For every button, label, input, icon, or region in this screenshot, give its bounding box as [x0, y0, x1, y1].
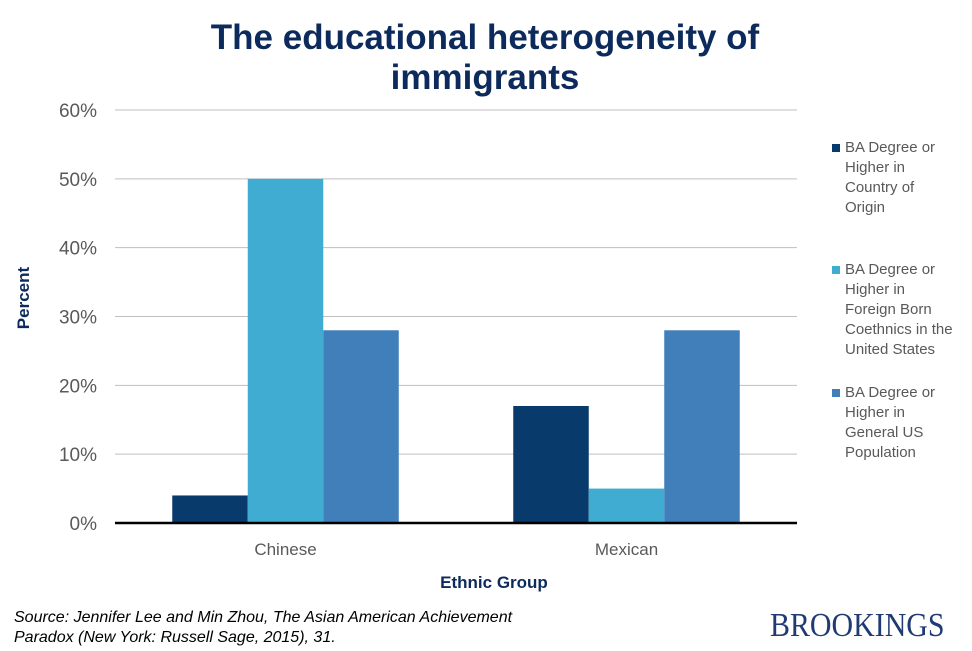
- x-tick-label: Mexican: [595, 540, 658, 559]
- y-tick-label: 40%: [59, 239, 97, 260]
- y-tick-label: 0%: [70, 514, 98, 535]
- bar-mexican-2: [588, 488, 665, 523]
- bar-chinese-2: [247, 178, 324, 524]
- legend-label-line: Higher in: [845, 281, 906, 298]
- bar-chinese-1: [172, 495, 248, 523]
- legend-label-line: BA Degree or: [845, 261, 936, 278]
- y-tick-label: 10%: [59, 445, 97, 466]
- legend-label-line: Origin: [845, 199, 886, 216]
- legend-item: BA Degree or Higher in General US Populatio…: [832, 383, 972, 463]
- y-axis-label: Percent: [14, 266, 33, 329]
- y-tick-label: 20%: [59, 376, 97, 397]
- legend-item: BA Degree or Higher in Foreign Born Coethni…: [832, 260, 972, 360]
- x-tick-label: Chinese: [254, 540, 316, 559]
- brookings-logo: BROOKINGS: [770, 607, 945, 644]
- legend-swatch: [832, 389, 840, 397]
- y-tick-label: 50%: [59, 170, 97, 191]
- legend-label-line: Country of: [845, 179, 915, 196]
- chart-title: The educational heterogeneity of immigra…: [210, 18, 760, 97]
- x-axis-label: Ethnic Group: [440, 573, 548, 592]
- bar-chinese-3: [323, 330, 399, 523]
- legend-label-line: United States: [845, 341, 936, 358]
- legend-label-line: General US: [845, 424, 924, 441]
- bar-mexican-3: [664, 330, 740, 523]
- y-tick-label: 30%: [59, 308, 97, 329]
- source-line-1: Source: Jennifer Lee and Min Zhou, The A…: [14, 609, 513, 626]
- source-line-2: Paradox (New York: Russell Sage, 2015), …: [14, 629, 336, 646]
- bar-mexican-1: [513, 405, 589, 523]
- legend-label-line: Foreign Born: [845, 301, 932, 318]
- legend-label-line: Population: [845, 444, 916, 461]
- legend-label-line: Coethnics in the: [845, 321, 953, 338]
- legend-swatch: [832, 144, 840, 152]
- legend-item: BA Degree or Higher in Country of Origin: [832, 138, 972, 218]
- legend-label-line: Higher in: [845, 159, 906, 176]
- legend-label-line: Higher in: [845, 404, 906, 421]
- source-note: Source: Jennifer Lee and Min Zhou, The A…: [14, 608, 512, 648]
- y-tick-label: 60%: [59, 101, 97, 122]
- legend-label-line: BA Degree or: [845, 384, 936, 401]
- legend-label-line: BA Degree or: [845, 139, 936, 156]
- legend-swatch: [832, 266, 840, 274]
